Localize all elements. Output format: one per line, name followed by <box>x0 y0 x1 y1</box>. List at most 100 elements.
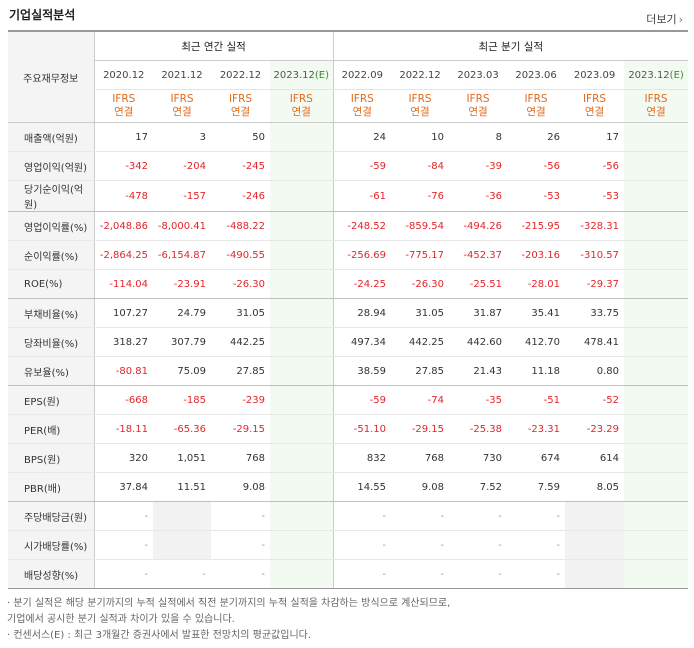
table-cell <box>153 530 211 560</box>
period-header: 2022.09 <box>332 60 392 90</box>
table-cell <box>624 530 689 560</box>
table-cell: 9.08 <box>391 472 450 502</box>
table-cell: -494.26 <box>449 211 508 241</box>
table-cell: -2,864.25 <box>93 240 153 270</box>
table-cell: -25.51 <box>449 269 508 299</box>
table-cell: -204 <box>153 151 211 181</box>
table-cell: -23.91 <box>153 269 211 299</box>
table-cell: 318.27 <box>93 327 153 357</box>
table-row: ROE(%) -114.04 -23.91 -26.30 -24.25 -26.30 -25… <box>8 269 689 299</box>
table-cell: - <box>391 501 450 531</box>
table-cell: -29.37 <box>565 269 625 299</box>
table-cell: 442.60 <box>449 327 508 357</box>
table-cell: - <box>391 530 450 560</box>
row-label: 유보율(%) <box>8 356 94 386</box>
row-label: EPS(원) <box>8 385 94 415</box>
table-cell <box>565 559 625 589</box>
period-header: 2023.12(E) <box>270 60 334 90</box>
table-cell: -248.52 <box>332 211 392 241</box>
more-label: 더보기 <box>646 13 677 26</box>
table-cell: 8.05 <box>565 472 625 502</box>
table-cell <box>624 240 689 270</box>
table-cell: -56 <box>565 151 625 181</box>
accounting-standard: IFRS 연결 <box>391 89 450 123</box>
table-cell: 1,051 <box>153 443 211 473</box>
table-cell: -328.31 <box>565 211 625 241</box>
table-row: 매출액(억원) 17 3 50 24 10 8 26 17 <box>8 122 689 152</box>
accounting-standard: IFRS 연결 <box>332 89 392 123</box>
table-cell: 478.41 <box>565 327 625 357</box>
table-cell: -51 <box>507 385 566 415</box>
table-cell: -26.30 <box>211 269 270 299</box>
row-label: 부채비율(%) <box>8 298 94 328</box>
row-label: 당좌비율(%) <box>8 327 94 357</box>
table-cell: -114.04 <box>93 269 153 299</box>
row-label: PBR(배) <box>8 472 94 502</box>
table-cell: - <box>391 559 450 589</box>
table-cell <box>565 501 625 531</box>
table-cell: 8 <box>449 122 508 152</box>
table-row: 주당배당금(원) - - - - - - <box>8 501 689 531</box>
table-cell: - <box>449 501 508 531</box>
period-header: 2022.12 <box>391 60 450 90</box>
table-cell: 10 <box>391 122 450 152</box>
table-cell <box>270 298 334 328</box>
table-cell: -157 <box>153 180 211 212</box>
table-cell <box>270 180 334 212</box>
quarter-group-header: 최근 분기 실적 <box>332 30 689 61</box>
table-row: 유보율(%) -80.81 75.09 27.85 38.59 27.85 21.43 11.… <box>8 356 689 386</box>
table-cell: - <box>211 559 270 589</box>
table-cell <box>270 385 334 415</box>
table-cell <box>270 443 334 473</box>
row-label: 영업이익(억원) <box>8 151 94 181</box>
table-cell: - <box>153 559 211 589</box>
table-cell <box>270 472 334 502</box>
table-cell: 37.84 <box>93 472 153 502</box>
table-cell <box>270 356 334 386</box>
row-label: 시가배당률(%) <box>8 530 94 560</box>
table-cell: -478 <box>93 180 153 212</box>
table-cell: 11.18 <box>507 356 566 386</box>
table-cell: 26 <box>507 122 566 152</box>
table-cell: -488.22 <box>211 211 270 241</box>
table-cell <box>270 151 334 181</box>
footnotes: · 분기 실적은 해당 분기까지의 누적 실적에서 직전 분기까지의 누적 실적… <box>7 596 450 644</box>
table-cell: 9.08 <box>211 472 270 502</box>
table-cell: 31.87 <box>449 298 508 328</box>
accounting-standard: IFRS 연결 <box>93 89 153 123</box>
table-cell: -25.38 <box>449 414 508 444</box>
table-cell: -29.15 <box>211 414 270 444</box>
table-cell: 31.05 <box>391 298 450 328</box>
period-header: 2023.12(E) <box>624 60 689 90</box>
period-header: 2021.12 <box>153 60 211 90</box>
table-cell: 28.94 <box>332 298 392 328</box>
table-cell: 442.25 <box>391 327 450 357</box>
table-cell <box>624 443 689 473</box>
table-cell: 38.59 <box>332 356 392 386</box>
table-cell <box>624 385 689 415</box>
table-cell: -246 <box>211 180 270 212</box>
table-cell: -28.01 <box>507 269 566 299</box>
table-row: EPS(원) -668 -185 -239 -59 -74 -35 -51 -52 <box>8 385 689 415</box>
table-cell <box>624 269 689 299</box>
table-cell: - <box>93 530 153 560</box>
accounting-standard: IFRS 연결 <box>211 89 270 123</box>
table-cell: -29.15 <box>391 414 450 444</box>
more-link[interactable]: 더보기 › <box>646 11 683 27</box>
table-row: 영업이익률(%) -2,048.86 -8,000.41 -488.22 -248.52… <box>8 211 689 241</box>
section-title: 기업실적분석 <box>9 8 76 22</box>
table-cell: 33.75 <box>565 298 625 328</box>
accounting-standard: IFRS 연결 <box>565 89 625 123</box>
table-cell: 320 <box>93 443 153 473</box>
table-row: 영업이익(억원) -342 -204 -245 -59 -84 -39 -56 -56 <box>8 151 689 181</box>
table-row: PBR(배) 37.84 11.51 9.08 14.55 9.08 7.52 7.59 8.0… <box>8 472 689 502</box>
table-cell: -74 <box>391 385 450 415</box>
table-cell: - <box>507 530 566 560</box>
table-row: 당기순이익(억원) -478 -157 -246 -61 -76 -36 -53 -53 <box>8 180 689 212</box>
table-cell: 35.41 <box>507 298 566 328</box>
table-cell: -452.37 <box>449 240 508 270</box>
footnote-line: 기업에서 공시한 분기 실적과 차이가 있을 수 있습니다. <box>7 614 235 625</box>
table-cell: -36 <box>449 180 508 212</box>
table-cell: - <box>93 559 153 589</box>
table-cell: -53 <box>507 180 566 212</box>
